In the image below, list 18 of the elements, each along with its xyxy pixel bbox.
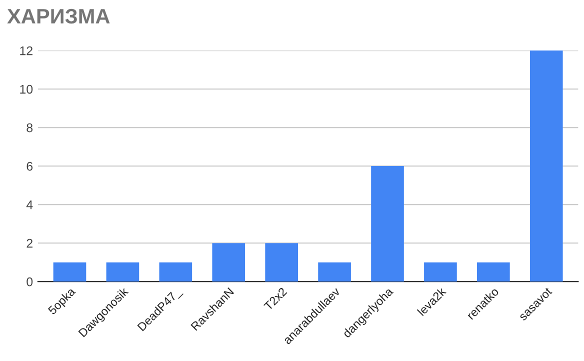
bar <box>371 166 404 282</box>
y-tick-label: 6 <box>26 162 33 171</box>
bar <box>53 262 86 282</box>
bar <box>424 262 457 282</box>
bar <box>477 262 510 282</box>
y-tick-label: 4 <box>26 200 33 210</box>
bar <box>318 262 351 282</box>
bar <box>159 262 192 282</box>
y-tick-label: 0 <box>26 277 33 286</box>
bar <box>212 243 246 282</box>
bar <box>530 50 563 282</box>
y-tick-label: 2 <box>26 238 32 248</box>
y-tick-label: 10 <box>20 84 33 94</box>
y-tick-label: 12 <box>20 46 32 56</box>
bar <box>265 243 298 282</box>
bar <box>106 262 140 282</box>
chart-title: ХАРИЗМА <box>7 8 110 24</box>
y-tick-label: 8 <box>26 123 33 132</box>
